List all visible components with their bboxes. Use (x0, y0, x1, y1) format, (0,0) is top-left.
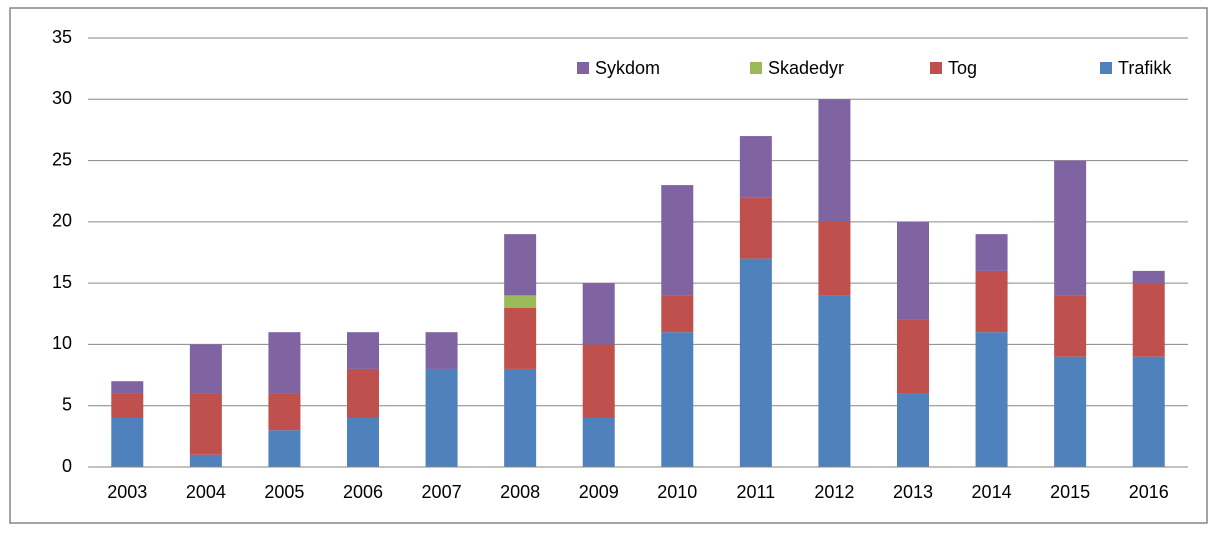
bar-segment (1132, 270, 1165, 284)
bar-segment (975, 332, 1008, 467)
x-tick-label: 2005 (264, 482, 304, 502)
bar-segment (347, 368, 379, 418)
bar-segment (661, 332, 694, 467)
bar-segment (1054, 356, 1087, 467)
x-tick-label: 2004 (186, 482, 226, 502)
bar-segment (582, 417, 615, 467)
legend-swatch (930, 62, 942, 74)
bar-segment (189, 454, 222, 467)
x-tick-label: 2007 (422, 482, 462, 502)
bar-segment (111, 417, 144, 467)
bar-segment (897, 393, 929, 467)
bar-segment (1132, 283, 1165, 357)
bar-segment (425, 332, 458, 369)
bar-segment (818, 221, 851, 296)
legend-swatch (577, 62, 589, 74)
legend-swatch (1100, 62, 1112, 74)
bar-segment (347, 332, 379, 369)
bar-segment (661, 295, 694, 333)
x-tick-label: 2006 (343, 482, 383, 502)
bar-segment (897, 319, 929, 394)
legend-label: Trafikk (1118, 58, 1172, 78)
bar-segment (975, 270, 1008, 333)
bar-segment (739, 258, 772, 467)
y-tick-label: 15 (52, 272, 72, 292)
bar-segment (582, 283, 615, 345)
x-tick-label: 2016 (1129, 482, 1169, 502)
y-tick-label: 10 (52, 333, 72, 353)
bar-segment (111, 393, 144, 418)
bar-segment (189, 344, 222, 394)
y-tick-label: 0 (62, 456, 72, 476)
x-tick-label: 2015 (1050, 482, 1090, 502)
bar-segment (504, 234, 537, 296)
bar-segment (111, 381, 144, 394)
y-tick-label: 35 (52, 27, 72, 47)
x-tick-label: 2013 (893, 482, 933, 502)
y-tick-label: 20 (52, 211, 72, 231)
x-tick-label: 2012 (814, 482, 854, 502)
bar-segment (1132, 356, 1165, 467)
x-tick-label: 2003 (107, 482, 147, 502)
bar-segment (268, 332, 301, 394)
legend-label: Skadedyr (768, 58, 844, 78)
bar-segment (268, 430, 301, 467)
bar-segment (425, 368, 458, 467)
x-tick-label: 2008 (500, 482, 540, 502)
legend-label: Sykdom (595, 58, 660, 78)
bar-segment (1054, 295, 1087, 357)
bar-segment (975, 234, 1008, 271)
bar-segment (818, 295, 851, 467)
bar-segment (897, 221, 929, 320)
x-tick-label: 2014 (972, 482, 1012, 502)
legend-label: Tog (948, 58, 977, 78)
x-tick-label: 2010 (657, 482, 697, 502)
bar-segment (661, 185, 694, 296)
bar-segment (189, 393, 222, 455)
bar-segment (347, 417, 379, 467)
bar-segment (739, 197, 772, 259)
y-tick-label: 30 (52, 88, 72, 108)
y-tick-label: 5 (62, 394, 72, 414)
x-tick-label: 2011 (736, 482, 775, 502)
bar-segment (504, 295, 537, 308)
bar-segment (582, 344, 615, 418)
bar-segment (268, 393, 301, 431)
y-tick-label: 25 (52, 149, 72, 169)
x-tick-label: 2009 (579, 482, 619, 502)
bar-segment (739, 136, 772, 198)
bar-segment (818, 99, 851, 222)
bar-segment (504, 368, 537, 467)
bar-segment (1054, 160, 1087, 296)
legend-swatch (750, 62, 762, 74)
bar-segment (504, 307, 537, 369)
